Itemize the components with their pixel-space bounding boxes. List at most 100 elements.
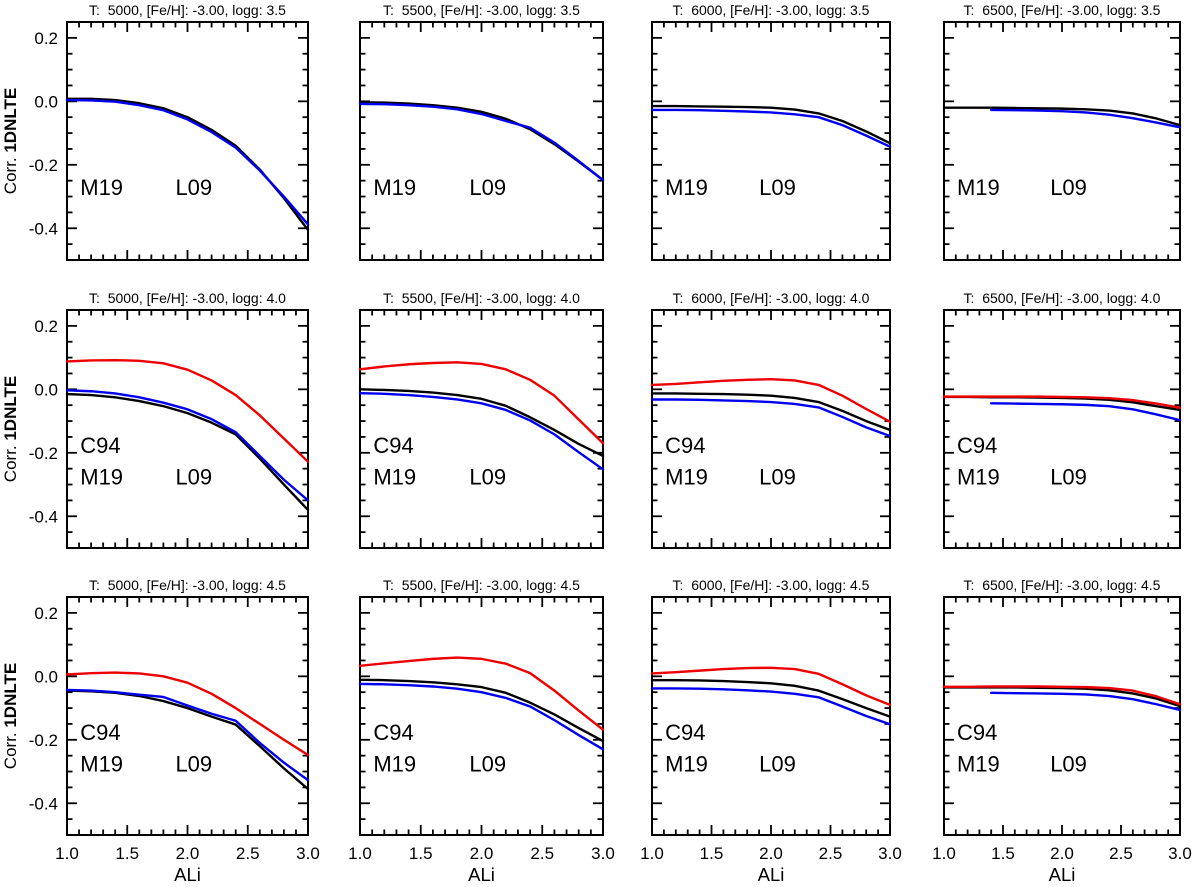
legend-label-L09: L09 [759,465,796,490]
series-M19 [358,388,605,458]
y-tick-label: 0.2 [34,604,58,623]
x-tick-label: 3.0 [296,844,320,863]
x-tick-label: 3.0 [1168,844,1192,863]
legend-label-M19: M19 [373,175,416,200]
y-axis-label: Corr. 1DNLTE [1,663,20,769]
series-C94 [650,666,892,707]
axis-ticks [359,598,604,834]
legend-label-C94: C94 [373,433,413,458]
panel-frame [359,596,604,836]
panel-frame [943,309,1181,549]
panel-frame [66,309,309,549]
series-M19 [942,686,1182,708]
axis-ticks [66,23,309,259]
panel-title: T: 5000, [Fe/H]: -3.00, logg: 3.5 [89,2,286,18]
x-tick-label: 2.5 [530,844,554,863]
y-tick-label: -0.2 [29,731,58,750]
series-L09 [990,691,1182,712]
panel-r1c0: T: 5000, [Fe/H]: -3.00, logg: 4.0 C94 M19 L… [1,290,310,549]
legend-label-L09: L09 [1050,752,1087,777]
panel-title: T: 6500, [Fe/H]: -3.00, logg: 4.0 [964,290,1161,306]
axis-ticks [359,311,604,547]
x-tick-label: 1.5 [409,844,433,863]
y-tick-label: 0.0 [34,667,58,686]
series-L09 [990,108,1182,129]
y-tick-label: 0.0 [34,92,58,111]
axis-ticks [943,311,1181,547]
y-tick-label: -0.4 [29,219,58,238]
x-tick-label: 2.5 [1109,844,1133,863]
y-tick-label: -0.4 [29,794,58,813]
panel-r2c3: T: 6500, [Fe/H]: -3.00, logg: 4.5 C94 M19 L… [932,577,1192,885]
x-tick-label: 2.0 [470,844,494,863]
legend-label-L09: L09 [1050,465,1087,490]
axis-ticks [943,23,1181,259]
series-L09 [358,391,605,471]
axis-ticks [66,598,309,834]
legend-label-M19: M19 [80,465,123,490]
x-axis-label: ALi [174,864,201,882]
legend-label-L09: L09 [175,752,212,777]
x-tick-label: 2.0 [176,844,200,863]
panel-frame [943,21,1181,261]
panel-title: T: 5500, [Fe/H]: -3.00, logg: 4.5 [383,577,580,593]
axis-ticks [651,598,891,834]
series-L09 [650,108,892,148]
series-L09 [990,402,1182,422]
series-L09 [65,98,310,226]
series-M19 [65,392,310,512]
panel-r1c2: T: 6000, [Fe/H]: -3.00, logg: 4.0 C94 M19 L… [650,290,892,549]
x-tick-label: 1.0 [348,844,372,863]
panel-title: T: 6000, [Fe/H]: -3.00, logg: 4.0 [673,290,870,306]
panel-title: T: 6500, [Fe/H]: -3.00, logg: 3.5 [964,2,1161,18]
legend-label-L09: L09 [1050,175,1087,200]
legend-label-L09: L09 [469,465,506,490]
legend-label-M19: M19 [80,752,123,777]
panel-r2c2: T: 6000, [Fe/H]: -3.00, logg: 4.5 C94 M19 L… [640,577,902,885]
x-tick-label: 2.5 [236,844,260,863]
axis-ticks [943,598,1181,834]
axis-ticks [66,311,309,547]
panel-r1c3: T: 6500, [Fe/H]: -3.00, logg: 4.0 C94 M19 L… [942,290,1182,549]
axis-ticks [359,23,604,259]
series-M19 [650,104,892,145]
series-C94 [942,685,1182,706]
panel-title: T: 5500, [Fe/H]: -3.00, logg: 3.5 [383,2,580,18]
series-L09 [650,687,892,726]
legend-label-C94: C94 [957,720,997,745]
x-tick-label: 2.0 [759,844,783,863]
series-M19 [358,678,605,743]
legend-label-L09: L09 [759,752,796,777]
legend-label-C94: C94 [373,720,413,745]
legend-label-M19: M19 [80,175,123,200]
series-M19 [942,106,1182,127]
x-axis-label: ALi [468,864,495,882]
x-tick-label: 1.0 [55,844,79,863]
legend-label-M19: M19 [665,465,708,490]
x-tick-label: 1.5 [115,844,139,863]
x-tick-label: 2.5 [819,844,843,863]
panel-r2c0: T: 5000, [Fe/H]: -3.00, logg: 4.5 C94 M19 L… [1,577,320,885]
legend-label-C94: C94 [80,720,120,745]
series-L09 [650,398,892,438]
legend-label-M19: M19 [957,752,1000,777]
legend-label-C94: C94 [665,720,705,745]
panel-r1c1: T: 5500, [Fe/H]: -3.00, logg: 4.0 C94 M19 L… [358,290,605,549]
panel-frame [359,309,604,549]
panel-title: T: 5000, [Fe/H]: -3.00, logg: 4.0 [89,290,286,306]
legend-label-L09: L09 [469,752,506,777]
series-C94 [65,671,310,757]
y-tick-label: 0.2 [34,317,58,336]
legend-label-L09: L09 [469,175,506,200]
panel-r0c0: T: 5000, [Fe/H]: -3.00, logg: 3.5 M19 L09 0… [1,2,310,261]
series-C94 [65,358,310,463]
panel-r0c3: T: 6500, [Fe/H]: -3.00, logg: 3.5 M19 L09 [942,2,1182,261]
series-C94 [358,656,605,731]
series-L09 [358,682,605,751]
series-C94 [358,361,605,445]
legend-label-M19: M19 [665,175,708,200]
panel-r2c1: T: 5500, [Fe/H]: -3.00, logg: 4.5 C94 M19 L… [348,577,615,885]
x-tick-label: 1.5 [700,844,724,863]
panel-title: T: 5000, [Fe/H]: -3.00, logg: 4.5 [89,577,286,593]
